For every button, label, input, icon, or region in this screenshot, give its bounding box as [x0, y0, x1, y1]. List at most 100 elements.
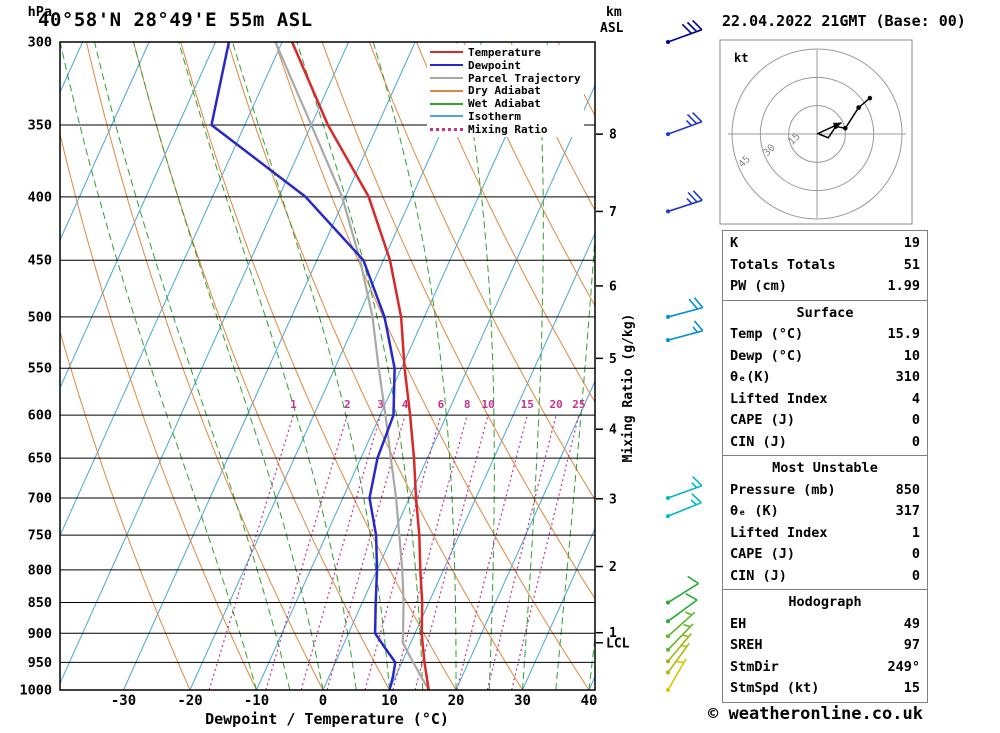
isotherm-line	[389, 232, 595, 690]
stat-label: Lifted Index	[730, 524, 828, 541]
stats-row: Lifted Index 4	[730, 389, 920, 411]
hodograph-ring	[759, 76, 875, 192]
mixing-ratio-line	[300, 414, 382, 690]
hodograph-trace-point	[856, 105, 861, 110]
wind-barb	[666, 475, 703, 501]
datetime-title: 22.04.2022 21GMT (Base: 00)	[722, 12, 966, 30]
temp-tick-label: 20	[448, 693, 465, 709]
stat-label: CIN (J)	[730, 433, 787, 450]
skewt-chart: 1 2 3 4 6 8 10 15 20 2530035040045050055060065070…	[19, 4, 704, 728]
stat-label: SREH	[730, 637, 763, 653]
wet-adiabat-line	[60, 42, 257, 690]
mixing-ratio-value-label: 8	[464, 398, 471, 411]
legend-label: Dewpoint	[468, 58, 521, 72]
lcl-label: LCL	[606, 636, 630, 651]
km-tick-label: 8	[609, 128, 617, 143]
legend-swatch	[430, 102, 463, 105]
stat-value: 51	[903, 256, 920, 273]
stats-row: Temp (°C) 15.9	[730, 324, 920, 346]
mixing-ratio-line	[456, 414, 528, 690]
pressure-tick-label: 600	[28, 408, 52, 424]
dry-adiabat-line	[85, 42, 324, 690]
mixing-ratio-axis-title: Mixing Ratio (g/kg)	[621, 314, 636, 463]
km-tick-label: 4	[609, 423, 617, 438]
temp-tick-label: -30	[111, 693, 136, 709]
stat-label: CAPE (J)	[730, 546, 796, 562]
stats-row: CAPE (J) 0	[730, 410, 920, 432]
stat-value: 249°	[887, 658, 920, 675]
pressure-tick-label: 650	[28, 451, 52, 467]
stat-label: Temp (°C)	[730, 326, 804, 342]
legend-label: Wet Adiabat	[468, 97, 541, 111]
stat-value: 0	[911, 567, 920, 584]
stats-row: EH 49	[730, 614, 920, 636]
isotherm-line	[60, 42, 283, 537]
pressure-tick-label: 550	[28, 361, 52, 377]
stats-box-header: Hodograph	[788, 594, 862, 610]
km-tick-label: 5	[609, 352, 617, 367]
stat-label: StmDir	[730, 658, 779, 675]
km-tick-label: 6	[609, 279, 617, 294]
mixing-ratio-line	[208, 414, 294, 690]
legend-swatch	[430, 64, 463, 67]
pressure-tick-label: 850	[28, 595, 52, 611]
legend-row: Isotherm	[430, 110, 581, 123]
stats-row: θₑ(K) 310	[730, 367, 920, 389]
chart-border	[59, 41, 596, 691]
pressure-tick-label: 300	[28, 35, 52, 51]
hodograph-border	[719, 39, 913, 225]
stat-value: 310	[895, 369, 920, 385]
wind-barb	[666, 297, 704, 319]
wind-barb	[666, 658, 687, 692]
legend-row: Wet Adiabat	[430, 97, 581, 110]
stat-value: 0	[911, 433, 920, 450]
stats-box: Surface Temp (°C) 15.9 Dewp (°C) 10 θₑ(K) 310 L…	[722, 299, 928, 456]
legend-row: Temperature	[430, 46, 581, 59]
stat-label: CAPE (J)	[730, 412, 796, 428]
stat-label: θₑ(K)	[730, 369, 771, 385]
stat-value: 15.9	[887, 326, 920, 342]
wet-adiabat-line	[178, 42, 357, 690]
stat-label: Lifted Index	[730, 390, 828, 407]
wind-barb	[666, 633, 692, 664]
wet-adiabat-line	[232, 42, 390, 690]
mixing-ratio-value-label: 1	[290, 398, 297, 411]
stat-value: 97	[903, 637, 920, 653]
mixing-ratio-value-label: 4	[402, 398, 409, 411]
pressure-tick-label: 1000	[19, 683, 52, 699]
stats-row: SREH 97	[730, 635, 920, 657]
hodograph-trace	[818, 97, 871, 139]
legend-label: Parcel Trajectory	[468, 71, 581, 85]
isotherm-line	[522, 527, 595, 690]
stat-value: 850	[895, 481, 920, 498]
temperature-curve	[290, 42, 430, 690]
mixing-ratio-value-label: 20	[549, 398, 562, 411]
copyright-text: © weatheronline.co.uk	[708, 704, 923, 724]
legend-row: Parcel Trajectory	[430, 72, 581, 85]
legend-row: Mixing Ratio	[430, 123, 581, 136]
stat-label: Totals Totals	[730, 256, 836, 273]
stat-label: StmSpd (kt)	[730, 680, 820, 696]
stat-value: 4	[911, 390, 920, 407]
pressure-tick-label: 950	[28, 655, 52, 671]
dry-adiabat-line	[60, 132, 257, 690]
storm-motion-arrowhead	[832, 122, 842, 130]
mixing-ratio-line	[364, 414, 442, 690]
page-title: 40°58'N 28°49'E 55m ASL	[38, 9, 313, 31]
stats-box-header: Most Unstable	[772, 460, 878, 476]
stat-value: 0	[911, 412, 920, 428]
stat-label: Dewp (°C)	[730, 347, 804, 364]
stat-value: 15	[903, 680, 920, 696]
wet-adiabat-line	[555, 229, 595, 690]
hodograph-ring	[788, 105, 846, 163]
stats-row: StmDir 249°	[730, 657, 920, 679]
mixing-ratio-value-label: 25	[572, 398, 585, 411]
stat-value: 317	[895, 503, 920, 519]
stat-value: 19	[903, 235, 920, 251]
pressure-tick-label: 750	[28, 528, 52, 544]
pressure-tick-label: 800	[28, 562, 52, 578]
stat-label: Pressure (mb)	[730, 481, 836, 498]
wind-barb	[666, 623, 694, 652]
legend-label: Dry Adiabat	[468, 84, 541, 98]
